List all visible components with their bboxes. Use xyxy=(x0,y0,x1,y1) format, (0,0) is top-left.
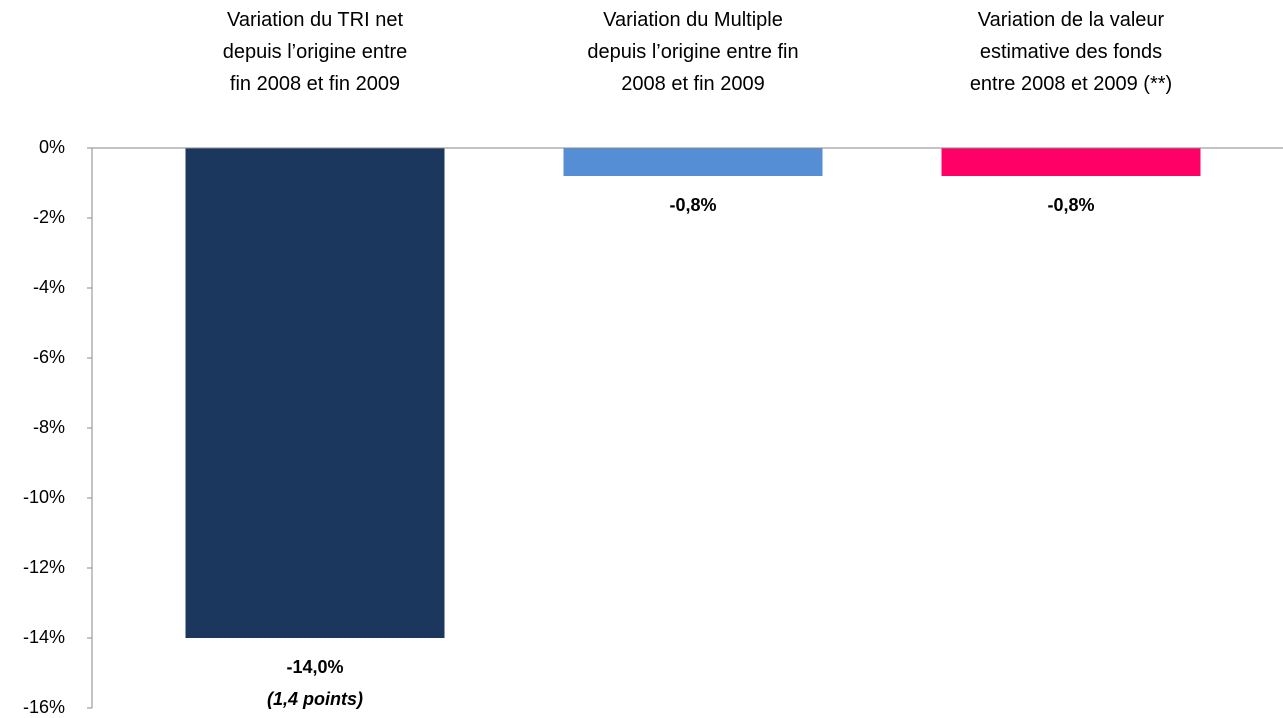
bar xyxy=(941,148,1201,176)
value-label: -0,8% xyxy=(1047,195,1094,215)
y-tick-label: -14% xyxy=(23,627,65,647)
y-tick-label: -16% xyxy=(23,697,65,717)
category-label: Variation du Multiple depuis l’origine e… xyxy=(587,9,799,95)
y-tick-label: 0% xyxy=(39,137,65,157)
category-label: Variation du TRI net depuis l’origine en… xyxy=(222,9,408,95)
value-label: -14,0% xyxy=(286,657,343,677)
value-label: -0,8% xyxy=(669,195,716,215)
category-label: Variation de la valeur estimative des fo… xyxy=(969,9,1173,95)
y-tick-label: -2% xyxy=(33,207,65,227)
y-tick-label: -8% xyxy=(33,417,65,437)
y-tick-label: -12% xyxy=(23,557,65,577)
y-tick-label: -10% xyxy=(23,487,65,507)
bar xyxy=(563,148,823,176)
y-tick-label: -6% xyxy=(33,347,65,367)
annotation: (1,4 points) xyxy=(267,689,363,709)
bar xyxy=(185,148,445,638)
y-tick-label: -4% xyxy=(33,277,65,297)
